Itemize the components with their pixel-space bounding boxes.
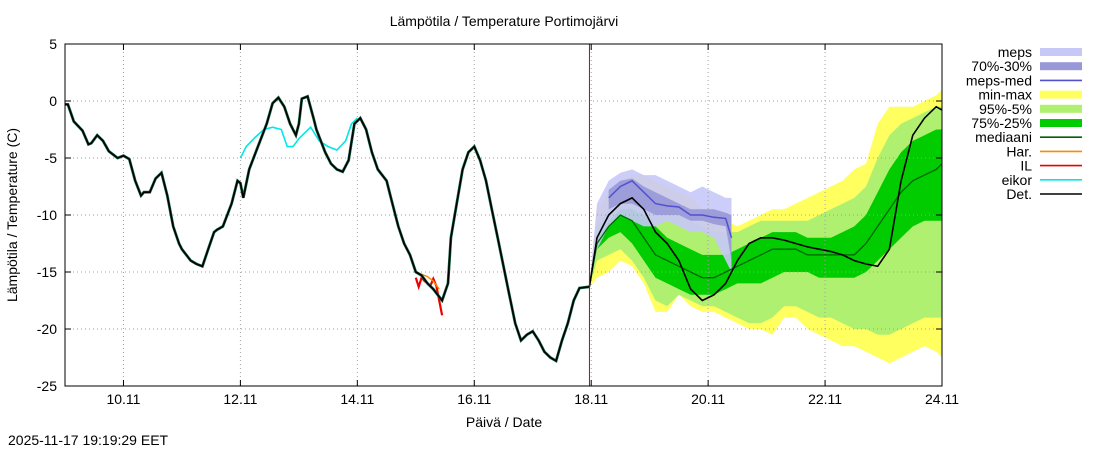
- legend-swatch: [1040, 62, 1082, 71]
- y-tick-label: -20: [37, 321, 57, 337]
- legend-swatch: [1040, 48, 1082, 56]
- y-tick-label: -15: [37, 264, 57, 280]
- legend-label: 70%-30%: [971, 58, 1032, 74]
- y-tick-label: -5: [45, 150, 58, 166]
- x-axis-label: Päivä / Date: [466, 414, 542, 430]
- legend-label: Har.: [1006, 143, 1032, 159]
- legend: meps70%-30%meps-medmin-max95%-5%75%-25%m…: [966, 44, 1082, 202]
- mediaani-line: [588, 163, 943, 287]
- legend-label: mediaani: [975, 129, 1032, 145]
- x-tick-label: 16.11: [457, 391, 491, 407]
- legend-label: meps-med: [966, 72, 1032, 88]
- legend-label: eikor: [1002, 172, 1033, 188]
- y-tick-label: -10: [37, 207, 57, 223]
- legend-label: 95%-5%: [979, 101, 1032, 117]
- legend-label: 75%-25%: [971, 115, 1032, 131]
- legend-swatch: [1040, 90, 1082, 99]
- legend-label: Det.: [1006, 186, 1032, 202]
- p75-25-band: [589, 129, 942, 295]
- eikor-line: [239, 117, 358, 159]
- x-tick-label: 24.11: [925, 391, 959, 407]
- y-axis-label: Lämpötila / Temperature (C): [4, 128, 20, 302]
- x-tick-label: 20.11: [691, 391, 725, 407]
- legend-swatch: [1040, 119, 1082, 127]
- meps-70-30-band: [608, 178, 732, 261]
- legend-swatch: [1040, 104, 1082, 113]
- legend-label: meps: [998, 44, 1032, 60]
- x-tick-label: 10.11: [106, 391, 140, 407]
- plot-area: 5 0 -5 -10 -15 -20 -25 10.11 12.11 14.11 16.11 18.1…: [37, 36, 959, 407]
- meps-med-line: [608, 179, 733, 239]
- legend-label: min-max: [978, 87, 1032, 103]
- y-tick-label: -25: [37, 378, 57, 394]
- det-observed-line: [65, 95, 590, 363]
- x-tick-label: 12.11: [223, 391, 257, 407]
- timestamp: 2025-11-17 19:19:29 EET: [8, 432, 169, 448]
- x-tick-label: 14.11: [340, 391, 374, 407]
- y-tick-label: 5: [49, 36, 57, 52]
- x-tick-label: 18.11: [574, 391, 608, 407]
- x-tick-label: 22.11: [808, 391, 842, 407]
- legend-label: IL: [1020, 158, 1032, 174]
- y-tick-label: 0: [49, 93, 57, 109]
- chart-title: Lämpötila / Temperature Portimojärvi: [390, 13, 619, 29]
- det-forecast-line: [588, 105, 943, 302]
